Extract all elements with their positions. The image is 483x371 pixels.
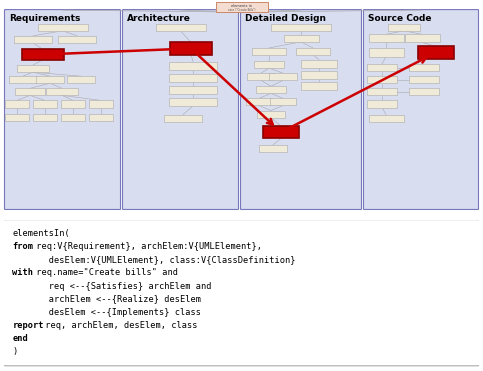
Bar: [388, 24, 420, 31]
Bar: [418, 46, 454, 59]
Bar: [169, 62, 217, 70]
Text: req <--{Satisfies} archElem and: req <--{Satisfies} archElem and: [13, 282, 212, 290]
Text: end: end: [13, 334, 28, 343]
Bar: [284, 35, 318, 42]
Bar: [369, 35, 403, 42]
Bar: [38, 24, 87, 31]
Text: Architecture: Architecture: [127, 14, 191, 23]
Bar: [404, 35, 440, 42]
Bar: [263, 126, 299, 138]
Text: with: with: [13, 269, 33, 278]
Bar: [156, 24, 205, 31]
Text: req:V{Requirement}, archElem:V{UMLElement},: req:V{Requirement}, archElem:V{UMLElemen…: [31, 242, 262, 251]
Bar: [369, 115, 403, 122]
Text: desElem <--{Implements} class: desElem <--{Implements} class: [13, 308, 201, 316]
Bar: [33, 101, 57, 108]
Bar: [17, 65, 49, 72]
Bar: [33, 114, 57, 121]
Bar: [256, 86, 286, 93]
Bar: [369, 49, 403, 56]
FancyBboxPatch shape: [0, 220, 483, 366]
Bar: [367, 64, 397, 71]
Bar: [14, 36, 52, 43]
Text: from: from: [13, 242, 33, 251]
Bar: [170, 42, 212, 55]
Bar: [89, 101, 113, 108]
Bar: [5, 114, 29, 121]
Bar: [246, 98, 272, 105]
Bar: [5, 101, 29, 108]
Bar: [36, 76, 64, 83]
Text: Source Code: Source Code: [368, 14, 431, 23]
FancyBboxPatch shape: [4, 10, 120, 210]
Bar: [169, 74, 217, 82]
FancyBboxPatch shape: [241, 10, 361, 210]
Bar: [61, 114, 85, 121]
Bar: [269, 73, 297, 80]
Bar: [164, 115, 202, 122]
Bar: [61, 101, 85, 108]
Bar: [9, 76, 37, 83]
Bar: [169, 98, 217, 106]
Bar: [367, 76, 397, 83]
Bar: [58, 36, 96, 43]
FancyBboxPatch shape: [364, 10, 479, 210]
Bar: [367, 101, 397, 108]
Bar: [247, 73, 275, 80]
Bar: [67, 76, 95, 83]
Text: Detailed Design: Detailed Design: [245, 14, 326, 23]
Bar: [271, 24, 331, 31]
Text: elements in: elements in: [231, 4, 252, 7]
Bar: [367, 88, 397, 95]
Bar: [252, 48, 286, 55]
Text: ): ): [13, 347, 18, 356]
Bar: [46, 88, 78, 95]
Bar: [89, 114, 113, 121]
FancyBboxPatch shape: [123, 10, 239, 210]
Bar: [257, 111, 285, 118]
Text: case ("Create Bills"): case ("Create Bills"): [228, 7, 255, 12]
Bar: [409, 76, 439, 83]
Text: desElem:V{UMLElement}, class:V{ClassDefinition}: desElem:V{UMLElement}, class:V{ClassDefi…: [13, 255, 296, 265]
Bar: [254, 61, 284, 68]
Text: report: report: [13, 321, 44, 330]
Text: elementsIn(: elementsIn(: [13, 229, 70, 238]
Bar: [22, 49, 64, 60]
Text: archElem <--{Realize} desElem: archElem <--{Realize} desElem: [13, 295, 201, 303]
Text: req, archElem, desElem, class: req, archElem, desElem, class: [41, 321, 198, 330]
Text: Requirements: Requirements: [9, 14, 80, 23]
Text: req.name="Create bills" and: req.name="Create bills" and: [31, 269, 178, 278]
Bar: [301, 82, 337, 90]
Bar: [169, 86, 217, 94]
Bar: [296, 48, 330, 55]
Bar: [259, 145, 287, 152]
Bar: [270, 98, 296, 105]
Bar: [301, 70, 337, 79]
Bar: [15, 88, 45, 95]
Bar: [301, 60, 337, 68]
Bar: [215, 2, 268, 12]
Bar: [409, 64, 439, 71]
Bar: [409, 88, 439, 95]
